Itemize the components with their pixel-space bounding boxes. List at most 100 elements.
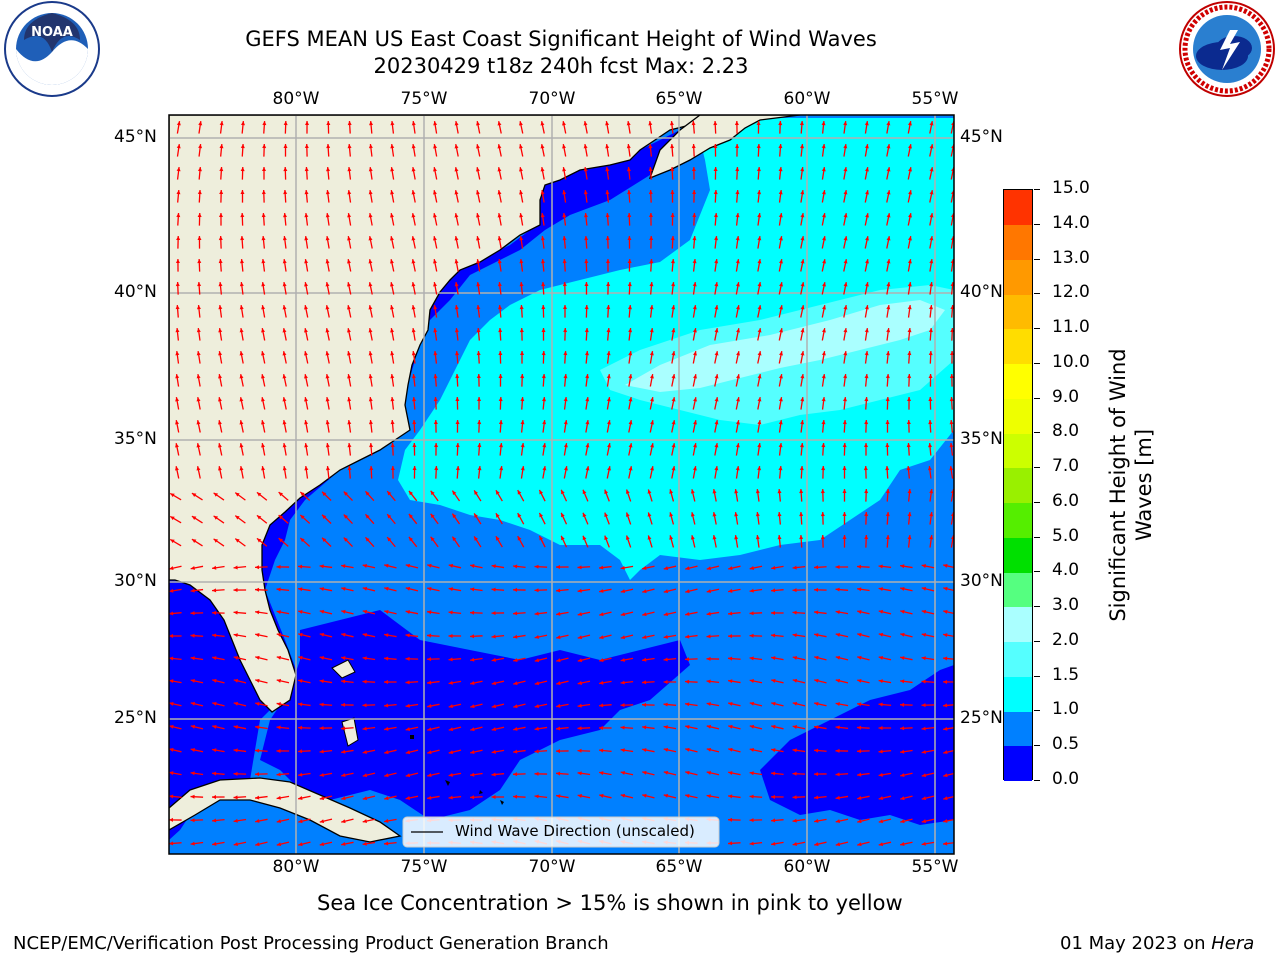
wind-arrow-head [190, 724, 196, 729]
wind-arrow-head [497, 167, 502, 172]
wind-arrow-head [517, 513, 522, 518]
wind-arrow-head [218, 420, 222, 425]
wind-arrow-head [604, 535, 609, 541]
wind-arrow-head [878, 632, 884, 637]
wind-arrow-head [341, 773, 346, 778]
wind-arrow-head [190, 611, 195, 616]
wind-arrow-head [261, 259, 266, 264]
wind-arrow-head [198, 121, 203, 126]
colorbar-tick-label: 15.0 [1052, 178, 1090, 198]
wind-arrow-head [943, 586, 948, 591]
wind-arrow-head [298, 772, 303, 777]
wind-arrow-head [405, 563, 411, 568]
wind-arrow-head [606, 374, 611, 379]
lon-label-top: 65°W [655, 89, 703, 109]
wind-arrow-head [362, 586, 368, 591]
wind-arrow-head [298, 702, 303, 707]
wind-arrow-head [627, 259, 632, 264]
wind-arrow-head [534, 635, 539, 639]
wind-arrow-head [341, 679, 346, 684]
wind-arrow-head [298, 842, 303, 847]
colorbar-tick-label: 13.0 [1052, 247, 1090, 268]
wind-arrow-head [835, 819, 841, 824]
wind-arrow-head [620, 612, 626, 617]
wind-arrow-head [219, 121, 224, 126]
wind-arrow-head [835, 565, 840, 570]
wind-arrow-head [821, 121, 826, 126]
wind-arrow-head [261, 328, 266, 333]
wind-arrow-head [863, 466, 868, 471]
wind-arrow-head [405, 727, 411, 731]
wind-arrow-head [411, 121, 416, 126]
wind-arrow-head [907, 259, 912, 264]
wind-arrow-head [814, 610, 819, 615]
wind-arrow-head [814, 748, 819, 753]
colorbar-tick [1034, 362, 1040, 364]
wind-arrow-head [491, 657, 496, 662]
wind-arrow-head [886, 167, 891, 172]
wind-arrow-head [362, 564, 368, 568]
wind-arrow-head [322, 514, 327, 519]
wind-arrow-head [539, 512, 544, 518]
wind-arrow-head [757, 328, 762, 333]
wind-arrow-head [325, 397, 330, 402]
wind-arrow-head [325, 328, 330, 333]
wind-arrow-head [390, 397, 395, 402]
wind-arrow-head [735, 466, 740, 471]
wind-arrow-head [921, 632, 927, 637]
wind-arrow-head [585, 466, 590, 471]
wind-arrow-head [239, 351, 244, 356]
colorbar-tick-label: 1.5 [1052, 664, 1080, 685]
colorbar-segment [1004, 329, 1032, 365]
wind-arrow-head [562, 236, 567, 241]
wind-arrow-head [347, 328, 351, 333]
wind-arrow-head [734, 512, 739, 517]
wind-arrow-head [261, 167, 266, 172]
wind-arrow-head [326, 167, 331, 172]
wind-arrow-head [519, 259, 524, 264]
wind-arrow-head [900, 609, 905, 614]
wind-arrow-head [712, 489, 717, 494]
wind-arrow-head [434, 466, 439, 471]
wind-arrow-head [384, 726, 389, 731]
wind-arrow-head [408, 513, 413, 519]
colorbar-tick-label: 3.0 [1052, 595, 1080, 616]
colorbar-segment [1004, 607, 1032, 643]
wind-arrow-head [599, 771, 604, 776]
wind-arrow-head [520, 420, 525, 425]
wind-arrow-head [175, 443, 179, 448]
wind-arrow-head [878, 679, 883, 684]
wind-arrow-head [577, 658, 583, 663]
wind-arrow-head [606, 282, 611, 287]
wind-arrow-head [325, 466, 330, 471]
wind-arrow-head [835, 795, 840, 800]
wind-arrow-head [212, 610, 217, 615]
wind-arrow-head [843, 144, 848, 149]
wind-arrow-head [212, 748, 217, 753]
colorbar-segment [1004, 572, 1032, 608]
wind-arrow-head [864, 328, 869, 333]
wind-arrow-head [928, 374, 933, 379]
wind-arrow-head [842, 512, 847, 517]
wind-arrow-head [454, 305, 459, 310]
wind-arrow-head [843, 305, 848, 310]
wind-arrow-head [814, 725, 819, 730]
wind-arrow-head [491, 704, 497, 709]
wind-arrow-head [411, 190, 416, 195]
wind-arrow-head [390, 351, 395, 356]
wind-arrow-head [749, 841, 754, 846]
wind-arrow-head [599, 565, 604, 570]
wind-arrow-head [671, 443, 676, 448]
wind-arrow-head [539, 489, 544, 495]
wind-arrow-head [779, 259, 783, 264]
wind-arrow-head [411, 144, 416, 149]
wind-arrow-head [519, 144, 523, 149]
wind-arrow-head [233, 701, 239, 706]
wind-arrow-head [604, 489, 609, 495]
wind-arrow-head [255, 678, 260, 683]
wind-arrow-head [454, 282, 459, 287]
chart-subtitle: 20230429 t18z 240h fcst Max: 2.23 [373, 54, 749, 78]
wind-arrow-head [170, 493, 175, 498]
wind-arrow-head [693, 374, 697, 379]
wind-arrow-head [170, 516, 175, 521]
